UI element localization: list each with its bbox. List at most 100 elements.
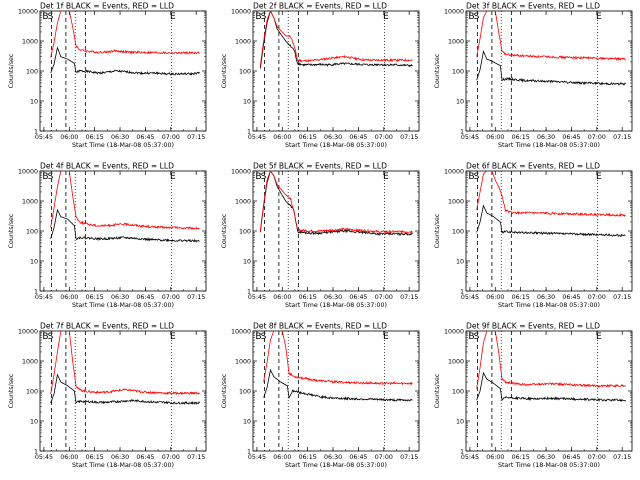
y-axis-label: Counts/sec xyxy=(8,53,15,88)
x-tick-label: 07:00 xyxy=(588,454,606,461)
x-tick-label: 05:45 xyxy=(248,134,266,141)
detector-chart: Det 3f BLACK = Events, RED = LLD 1 10 100 10… xyxy=(434,2,633,149)
chart-title: Det 1f BLACK = Events, RED = LLD xyxy=(40,2,174,11)
time-marker-label: B xyxy=(42,172,48,182)
y-tick-label: 10 xyxy=(456,258,464,265)
detector-chart: Det 5f BLACK = Events, RED = LLD 1 10 100 10… xyxy=(221,162,420,309)
plot-frame xyxy=(39,330,207,452)
detector-panel: Det 4f BLACK = Events, RED = LLD 1 10 100 10… xyxy=(0,160,213,320)
lld-series-line xyxy=(259,171,413,234)
x-tick-label: 06:15 xyxy=(86,294,104,301)
events-series-line xyxy=(50,208,200,243)
lld-series-line xyxy=(476,11,626,62)
x-tick-label: 06:15 xyxy=(512,134,530,141)
time-marker-label: B xyxy=(255,12,261,22)
x-tick-label: 06:45 xyxy=(562,294,580,301)
x-tick-label: 06:30 xyxy=(537,134,555,141)
plot-frame xyxy=(465,170,633,292)
x-tick-label: 06:15 xyxy=(512,294,530,301)
x-tick-label: 06:00 xyxy=(273,454,291,461)
y-tick-label: 10 xyxy=(30,418,38,425)
x-tick-label: 06:45 xyxy=(136,454,154,461)
y-tick-label: 1000 xyxy=(22,358,38,365)
x-tick-label: 05:45 xyxy=(461,134,479,141)
chart-title: Det 3f BLACK = Events, RED = LLD xyxy=(466,2,600,11)
x-tick-label: 06:30 xyxy=(324,294,342,301)
y-tick-label: 1000 xyxy=(448,38,464,45)
plot-frame xyxy=(39,170,207,292)
y-tick-label: 100 xyxy=(239,68,251,75)
x-tick-label: 06:45 xyxy=(349,134,367,141)
y-tick-label: 100 xyxy=(452,388,464,395)
events-series-line xyxy=(50,46,200,76)
x-tick-label: 06:45 xyxy=(562,454,580,461)
y-tick-label: 100 xyxy=(452,68,464,75)
time-marker-label: B xyxy=(468,172,474,182)
x-tick-label: 07:00 xyxy=(588,294,606,301)
y-tick-label: 1 xyxy=(460,128,464,135)
y-axis-label: Counts/sec xyxy=(221,53,228,88)
chart-title: Det 8f BLACK = Events, RED = LLD xyxy=(253,322,387,331)
detector-panel: Det 7f BLACK = Events, RED = LLD 1 10 100 10… xyxy=(0,320,213,480)
x-tick-label: 07:00 xyxy=(375,454,393,461)
y-axis-label: Counts/sec xyxy=(434,53,441,88)
x-axis-label: Start Time (18-Mar-08 05:37:00) xyxy=(72,142,174,149)
y-tick-label: 10000 xyxy=(18,168,38,175)
lld-series-line xyxy=(50,331,200,396)
y-tick-label: 1 xyxy=(460,288,464,295)
y-tick-label: 10000 xyxy=(231,328,251,335)
time-marker-label: E xyxy=(170,12,176,22)
y-tick-label: 1 xyxy=(247,128,251,135)
detector-panel: Det 9f BLACK = Events, RED = LLD 1 10 100 10… xyxy=(426,320,639,480)
x-tick-label: 06:00 xyxy=(60,294,78,301)
x-tick-label: 07:15 xyxy=(187,454,205,461)
x-tick-label: 06:45 xyxy=(562,134,580,141)
plot-frame xyxy=(465,10,633,132)
time-marker-label: B xyxy=(468,332,474,342)
time-marker-label: S xyxy=(261,172,267,182)
x-tick-label: 07:15 xyxy=(613,454,631,461)
x-tick-label: 06:00 xyxy=(486,134,504,141)
x-tick-label: 07:15 xyxy=(187,134,205,141)
detector-chart: Det 2f BLACK = Events, RED = LLD 1 10 100 10… xyxy=(221,2,420,149)
y-tick-label: 1000 xyxy=(448,358,464,365)
events-series-line xyxy=(476,204,626,237)
time-marker-label: E xyxy=(596,172,602,182)
y-tick-label: 10 xyxy=(243,258,251,265)
lld-series-line xyxy=(50,171,200,231)
x-tick-label: 07:00 xyxy=(375,134,393,141)
x-tick-label: 05:45 xyxy=(461,294,479,301)
y-axis-label: Counts/sec xyxy=(221,213,228,248)
x-tick-label: 06:30 xyxy=(324,454,342,461)
x-tick-label: 06:30 xyxy=(111,294,129,301)
detector-chart: Det 7f BLACK = Events, RED = LLD 1 10 100 10… xyxy=(8,322,207,469)
y-tick-label: 10000 xyxy=(444,328,464,335)
time-marker-label: E xyxy=(383,332,389,342)
x-tick-label: 07:15 xyxy=(613,134,631,141)
y-tick-label: 100 xyxy=(239,228,251,235)
x-tick-label: 07:15 xyxy=(400,454,418,461)
y-axis-label: Counts/sec xyxy=(434,213,441,248)
time-marker-label: S xyxy=(48,12,54,22)
chart-title: Det 7f BLACK = Events, RED = LLD xyxy=(40,322,174,331)
x-axis-label: Start Time (18-Mar-08 05:37:00) xyxy=(498,142,600,149)
y-tick-label: 1000 xyxy=(235,358,251,365)
events-series-line xyxy=(259,11,413,69)
y-tick-label: 10 xyxy=(243,418,251,425)
x-tick-label: 06:15 xyxy=(299,294,317,301)
detector-chart: Det 8f BLACK = Events, RED = LLD 1 10 100 10… xyxy=(221,322,420,469)
events-series-line xyxy=(476,371,626,403)
y-tick-label: 1 xyxy=(247,288,251,295)
chart-title: Det 5f BLACK = Events, RED = LLD xyxy=(253,162,387,171)
y-axis-label: Counts/sec xyxy=(434,373,441,408)
y-tick-label: 10 xyxy=(456,98,464,105)
x-tick-label: 05:45 xyxy=(35,134,53,141)
lld-series-line xyxy=(476,171,626,218)
y-tick-label: 100 xyxy=(239,388,251,395)
x-tick-label: 05:45 xyxy=(248,454,266,461)
detector-chart: Det 6f BLACK = Events, RED = LLD 1 10 100 10… xyxy=(434,162,633,309)
y-axis-label: Counts/sec xyxy=(8,213,15,248)
x-tick-label: 07:00 xyxy=(588,134,606,141)
x-tick-label: 07:00 xyxy=(162,454,180,461)
